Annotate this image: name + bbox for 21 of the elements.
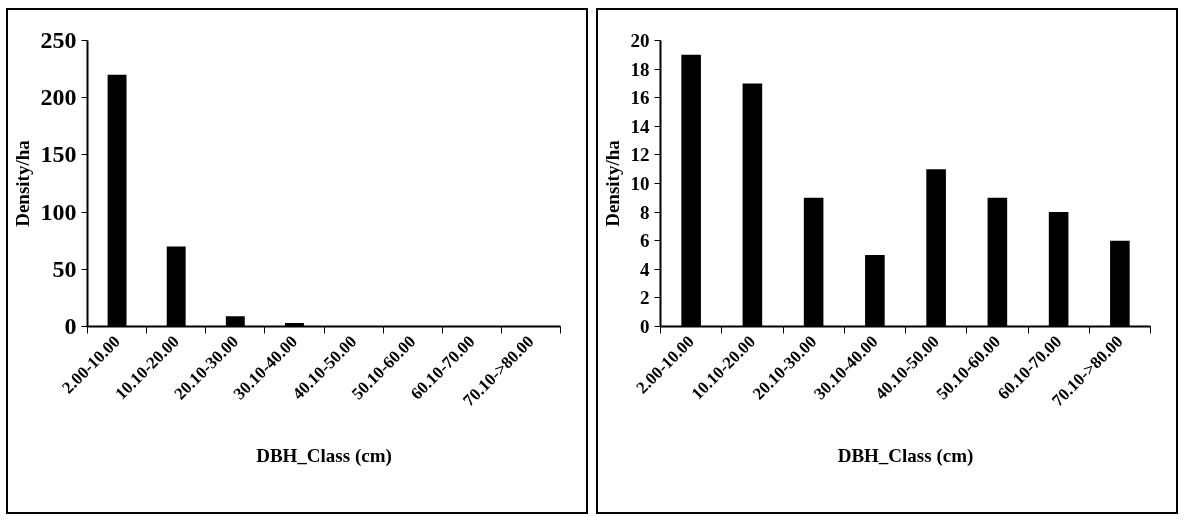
y-tick-label: 100 — [40, 198, 77, 225]
y-tick-label: 250 — [40, 27, 77, 53]
y-tick-label: 50 — [52, 255, 77, 282]
y-tick-label: 14 — [630, 115, 650, 137]
y-tick-label: 10 — [630, 173, 650, 194]
y-tick-label: 200 — [40, 84, 77, 111]
y-tick-label: 4 — [640, 258, 650, 280]
x-axis-title: DBH_Class (cm) — [256, 444, 392, 467]
y-tick-label: 18 — [630, 58, 650, 80]
y-axis-title: Density/ha — [11, 139, 33, 227]
y-tick-label: 2 — [640, 287, 650, 309]
y-tick-label: 150 — [40, 141, 77, 168]
y-tick-label: 6 — [640, 230, 650, 252]
y-axis-title: Density/ha — [601, 139, 623, 227]
y-tick-label: 0 — [640, 316, 650, 337]
y-tick-label: 12 — [630, 144, 650, 166]
y-tick-label: 0 — [64, 313, 77, 339]
x-axis-title: DBH_Class (cm) — [837, 444, 974, 467]
y-tick-label: 8 — [640, 201, 650, 223]
y-tick-label: 16 — [630, 87, 650, 109]
y-tick-label: 20 — [630, 30, 650, 51]
